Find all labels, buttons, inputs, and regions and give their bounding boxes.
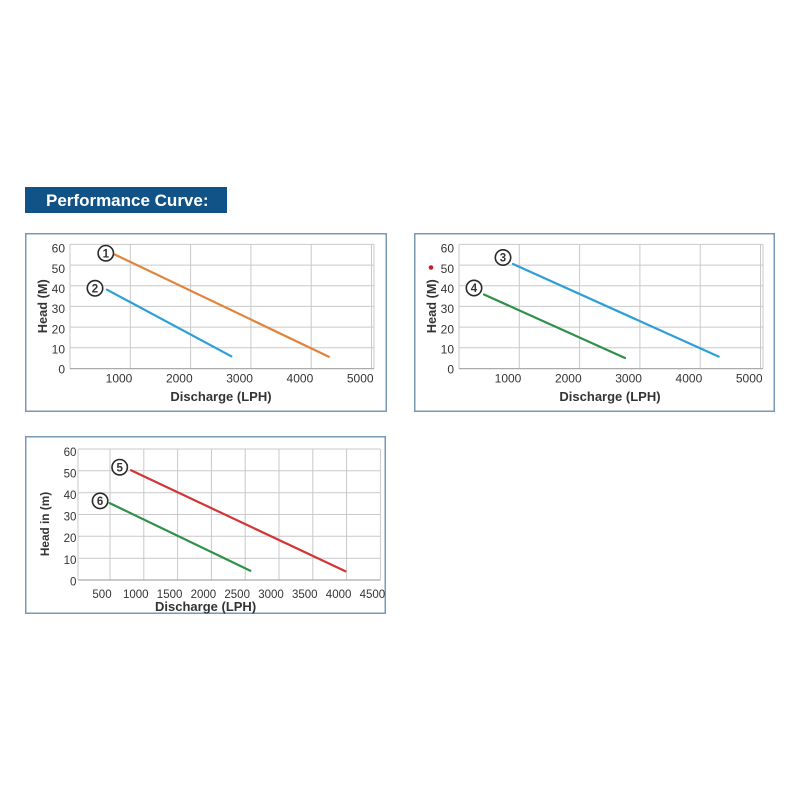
svg-text:60: 60 bbox=[64, 446, 77, 459]
svg-text:10: 10 bbox=[52, 343, 66, 357]
svg-text:1000: 1000 bbox=[495, 371, 522, 385]
svg-text:5000: 5000 bbox=[736, 371, 763, 385]
svg-text:10: 10 bbox=[441, 343, 455, 357]
svg-text:3500: 3500 bbox=[292, 589, 318, 601]
svg-text:Head (M): Head (M) bbox=[424, 279, 439, 333]
svg-text:Discharge (LPH): Discharge (LPH) bbox=[559, 389, 660, 404]
svg-text:10: 10 bbox=[64, 554, 77, 567]
svg-text:1500: 1500 bbox=[157, 589, 183, 601]
svg-text:Head in (m): Head in (m) bbox=[38, 492, 52, 556]
svg-text:4000: 4000 bbox=[326, 589, 352, 601]
svg-text:60: 60 bbox=[52, 242, 66, 256]
svg-text:3000: 3000 bbox=[258, 589, 284, 601]
svg-text:30: 30 bbox=[441, 302, 455, 316]
svg-text:3000: 3000 bbox=[615, 371, 642, 385]
svg-text:0: 0 bbox=[70, 575, 76, 588]
svg-text:2000: 2000 bbox=[166, 371, 193, 385]
svg-text:2000: 2000 bbox=[191, 589, 217, 601]
svg-text:4500: 4500 bbox=[360, 589, 386, 601]
svg-text:40: 40 bbox=[52, 282, 66, 296]
svg-text:30: 30 bbox=[52, 302, 66, 316]
svg-text:0: 0 bbox=[58, 363, 65, 377]
svg-text:6: 6 bbox=[97, 496, 103, 508]
svg-text:1000: 1000 bbox=[106, 371, 133, 385]
svg-text:30: 30 bbox=[64, 511, 77, 524]
svg-text:Head (M): Head (M) bbox=[35, 279, 50, 333]
svg-text:20: 20 bbox=[64, 532, 77, 545]
svg-text:5: 5 bbox=[116, 462, 123, 474]
svg-text:5000: 5000 bbox=[347, 371, 374, 385]
svg-text:40: 40 bbox=[64, 489, 77, 502]
svg-text:50: 50 bbox=[441, 262, 455, 276]
svg-text:Discharge (LPH): Discharge (LPH) bbox=[155, 599, 256, 614]
svg-text:4000: 4000 bbox=[287, 371, 314, 385]
svg-text:2000: 2000 bbox=[555, 371, 582, 385]
svg-text:Discharge (LPH): Discharge (LPH) bbox=[170, 389, 271, 404]
svg-text:4000: 4000 bbox=[676, 371, 703, 385]
svg-text:50: 50 bbox=[52, 262, 66, 276]
svg-text:20: 20 bbox=[52, 322, 66, 336]
svg-text:40: 40 bbox=[441, 282, 455, 296]
svg-text:0: 0 bbox=[447, 363, 454, 377]
svg-text:500: 500 bbox=[92, 589, 111, 601]
svg-text:3: 3 bbox=[500, 253, 506, 265]
svg-text:50: 50 bbox=[64, 468, 77, 481]
svg-text:20: 20 bbox=[441, 322, 455, 336]
svg-text:60: 60 bbox=[441, 242, 455, 256]
svg-text:1000: 1000 bbox=[123, 589, 149, 601]
svg-text:3000: 3000 bbox=[226, 371, 253, 385]
svg-text:2500: 2500 bbox=[224, 589, 250, 601]
svg-text:4: 4 bbox=[471, 283, 478, 295]
svg-text:1: 1 bbox=[103, 248, 110, 260]
svg-text:2: 2 bbox=[92, 284, 98, 296]
